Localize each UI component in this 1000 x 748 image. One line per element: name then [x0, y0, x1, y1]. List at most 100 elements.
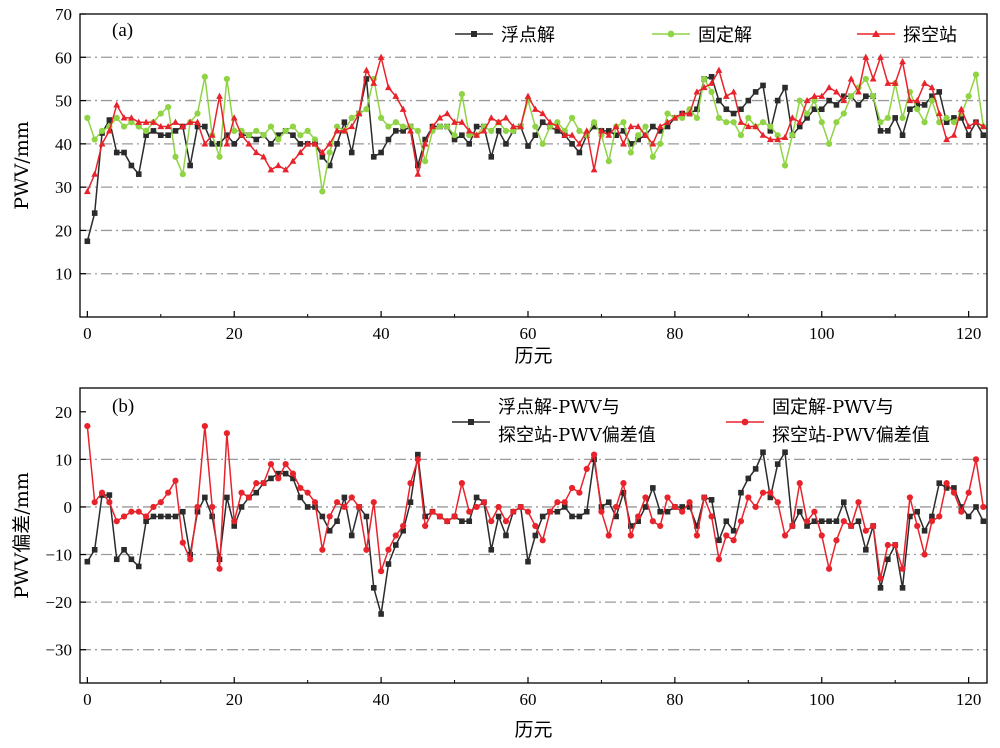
data-point: [796, 480, 803, 487]
data-point: [862, 75, 869, 83]
data-point: [91, 136, 98, 143]
data-point: [216, 141, 223, 147]
data-point: [422, 522, 429, 530]
data-point: [473, 123, 480, 130]
data-point: [826, 518, 832, 525]
data-point: [202, 123, 208, 130]
data-point: [759, 119, 767, 126]
data-point: [679, 508, 686, 515]
data-point: [620, 119, 627, 126]
legend-item-float-bias: 浮点解-PWV与 探空站-PWV偏差值: [452, 397, 656, 446]
data-point: [304, 489, 311, 496]
data-point: [157, 499, 164, 506]
data-point: [466, 132, 473, 139]
data-point: [400, 522, 407, 530]
data-point: [333, 127, 341, 134]
data-point: [642, 494, 649, 501]
data-point: [275, 132, 282, 138]
data-point: [231, 127, 238, 134]
legend-label-fixed: 固定解: [698, 25, 752, 46]
data-point: [590, 451, 598, 458]
data-point: [377, 53, 385, 60]
data-point: [378, 568, 385, 575]
data-point: [818, 518, 825, 525]
data-point: [914, 102, 921, 108]
data-point: [407, 127, 414, 134]
data-point: [311, 140, 319, 147]
data-point: [723, 119, 730, 126]
data-point: [605, 131, 613, 138]
data-point: [855, 518, 862, 525]
data-point: [737, 118, 745, 125]
data-point: [150, 513, 157, 520]
grid-lines-b: [80, 458, 987, 651]
data-point: [723, 106, 730, 113]
data-point: [106, 492, 113, 498]
data-point: [517, 122, 525, 130]
data-point: [296, 148, 304, 156]
data-point: [539, 119, 546, 126]
data-point: [326, 149, 333, 156]
data-point: [216, 92, 223, 99]
data-point: [179, 171, 186, 178]
data-point: [767, 128, 774, 134]
data-point: [833, 518, 840, 525]
data-point: [253, 489, 260, 496]
legend-swatch-marker: [471, 31, 477, 37]
data-point: [319, 546, 326, 553]
data-point: [635, 132, 642, 139]
data-point: [113, 149, 120, 156]
data-point: [598, 508, 605, 515]
data-point: [781, 162, 789, 169]
data-point: [561, 499, 568, 506]
data-point: [789, 522, 796, 530]
data-point: [928, 97, 936, 104]
data-point: [135, 171, 142, 177]
data-point: [231, 141, 238, 147]
data-point: [657, 128, 663, 134]
legend-item-fixed-bias: 固定解-PWV与 探空站-PWV偏差值: [726, 397, 930, 446]
legend-b: 浮点解-PWV与 探空站-PWV偏差值 固定解-PWV与 探空站-PWV偏差值: [452, 397, 930, 446]
data-point: [833, 102, 840, 108]
data-point: [282, 166, 290, 173]
data-point: [546, 123, 554, 130]
data-point: [612, 122, 620, 130]
data-point: [818, 532, 825, 539]
data-point: [319, 154, 326, 160]
data-point: [121, 546, 127, 553]
data-point: [157, 132, 164, 138]
data-point: [642, 123, 649, 130]
data-point: [268, 475, 274, 482]
data-point: [459, 518, 465, 525]
data-point: [488, 546, 495, 553]
data-point: [863, 93, 869, 100]
data-point: [105, 127, 113, 134]
data-point: [605, 158, 612, 165]
data-point: [803, 518, 811, 525]
data-point: [760, 82, 766, 89]
data-point: [128, 119, 135, 126]
data-point: [363, 76, 370, 82]
data-point: [884, 541, 891, 549]
data-point: [635, 136, 641, 143]
data-point: [803, 96, 811, 104]
data-point: [957, 105, 965, 112]
data-point: [422, 136, 428, 143]
data-point: [179, 539, 186, 546]
legend-swatch-marker: [667, 30, 675, 38]
data-point: [458, 480, 465, 487]
data-point: [370, 499, 377, 506]
data-point: [113, 114, 120, 121]
data-point: [848, 93, 855, 100]
data-point: [789, 132, 796, 139]
data-point: [495, 118, 503, 125]
data-point: [216, 565, 223, 572]
data-point: [466, 141, 473, 147]
data-point: [921, 102, 928, 108]
data-point: [840, 96, 848, 104]
data-point: [884, 114, 891, 121]
data-point: [921, 119, 928, 126]
data-point: [650, 485, 656, 491]
data-point: [245, 132, 253, 139]
